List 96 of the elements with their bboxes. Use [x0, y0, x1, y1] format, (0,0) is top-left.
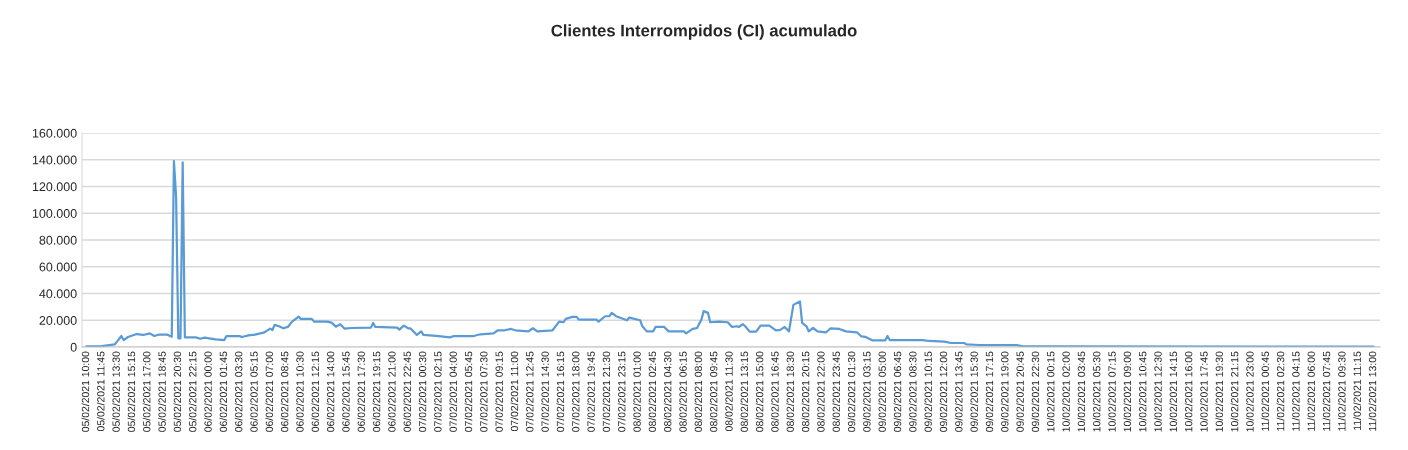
- x-tick-label: 08/02/2021 06:15: [679, 351, 687, 432]
- x-tick-label: 09/02/2021 08:30: [908, 351, 917, 432]
- x-tick-label: 10/02/2021 16:00: [1184, 351, 1193, 432]
- x-tick-label: 07/02/2021 04:00: [449, 351, 457, 432]
- x-tick-label: 07/02/2021 19:45: [587, 351, 595, 432]
- x-tick-label: 07/02/2021 12:45: [525, 351, 534, 432]
- x-tick-label: 10/02/2021 02:00: [1062, 351, 1070, 432]
- y-tick-label: 20.000: [39, 316, 77, 325]
- x-tick-label: 08/02/2021 04:30: [663, 351, 672, 432]
- x-tick-label: 10/02/2021 10:45: [1138, 351, 1147, 432]
- x-tick-label: 08/02/2021 08:00: [694, 351, 703, 432]
- x-tick-label: 10/02/2021 03:45: [1077, 351, 1086, 432]
- x-tick-label: 11/02/2021 11:15: [1353, 351, 1361, 430]
- y-tick-label: 160.000: [32, 128, 77, 138]
- x-tick-label: 07/02/2021 16:15: [556, 351, 565, 432]
- x-tick-label: 07/02/2021 09:15: [495, 351, 503, 432]
- x-tick-label: 11/02/2021 07:45: [1322, 351, 1331, 431]
- x-tick-label: 09/02/2021 01:30: [847, 351, 856, 432]
- x-tick-label: 07/02/2021 23:15: [617, 351, 626, 432]
- x-tick-label: 06/02/2021 22:45: [403, 351, 411, 432]
- x-tick-label: 08/02/2021 11:30: [725, 351, 733, 432]
- x-tick-label: 06/02/2021 21:00: [387, 351, 396, 432]
- x-tick-label: 06/02/2021 19:15: [372, 351, 381, 432]
- x-tick-label: 08/02/2021 01:00: [633, 351, 641, 432]
- x-tick-label: 08/02/2021 23:45: [832, 351, 840, 432]
- x-tick-label: 10/02/2021 05:30: [1092, 351, 1101, 432]
- x-tick-label: 06/02/2021 03:30: [234, 351, 243, 432]
- x-tick-label: 09/02/2021 19:00: [1000, 351, 1009, 432]
- x-tick-label: 09/02/2021 20:45: [1016, 351, 1024, 432]
- x-tick-label: 09/02/2021 15:30: [970, 351, 978, 432]
- x-tick-label: 10/02/2021 19:30: [1215, 351, 1224, 432]
- x-tick-label: 05/02/2021 17:00: [142, 351, 151, 432]
- x-tick-label: 06/02/2021 17:30: [357, 351, 365, 432]
- x-tick-label: 07/02/2021 07:30: [479, 351, 488, 432]
- x-tick-label: 05/02/2021 10:00: [81, 351, 90, 432]
- x-tick-label: 09/02/2021 17:15: [985, 351, 994, 432]
- y-tick-label: 40.000: [39, 289, 77, 299]
- x-tick-label: 08/02/2021 20:15: [801, 351, 810, 432]
- x-tick-label: 08/02/2021 09:45: [709, 351, 718, 432]
- x-tick-label: 08/02/2021 13:15: [740, 351, 749, 432]
- x-tick-label: 07/02/2021 02:15: [433, 351, 442, 432]
- x-tick-label: 09/02/2021 10:15: [924, 351, 932, 432]
- line-series: [85, 159, 1375, 347]
- y-tick-label: 80.000: [39, 235, 77, 245]
- x-tick-label: 08/02/2021 16:45: [771, 351, 779, 432]
- y-tick-label: 60.000: [39, 262, 77, 272]
- x-tick-label: 10/02/2021 12:30: [1154, 351, 1162, 432]
- x-tick-label: 05/02/2021 13:30: [112, 351, 120, 432]
- x-tick-label: 09/02/2021 22:30: [1031, 351, 1040, 432]
- x-tick-label: 05/02/2021 11:45: [96, 351, 105, 432]
- x-tick-label: 07/02/2021 05:45: [464, 351, 473, 432]
- x-tick-label: 05/02/2021 15:15: [127, 351, 136, 432]
- x-tick-label: 09/02/2021 03:15: [862, 351, 871, 432]
- x-tick-label: 09/02/2021 12:00: [939, 351, 948, 432]
- x-tick-label: 08/02/2021 22:00: [816, 351, 825, 432]
- x-tick-label: 11/02/2021 09:30: [1337, 351, 1346, 431]
- x-tick-label: 07/02/2021 11:00: [510, 351, 519, 432]
- x-tick-label: 11/02/2021 02:30: [1276, 351, 1285, 431]
- x-tick-label: 07/02/2021 21:30: [602, 351, 611, 432]
- x-tick-label: 11/02/2021 04:15: [1291, 351, 1300, 431]
- x-tick-label: 09/02/2021 13:45: [954, 351, 963, 432]
- y-tick-label: 120.000: [32, 182, 77, 192]
- x-tick-label: 11/02/2021 06:00: [1307, 351, 1315, 431]
- x-tick-label: 06/02/2021 08:45: [280, 351, 289, 432]
- y-tick-label: 0: [70, 342, 77, 352]
- x-tick-label: 09/02/2021 06:45: [893, 351, 902, 432]
- x-tick-label: 06/02/2021 12:15: [311, 351, 320, 432]
- x-tick-label: 06/02/2021 10:30: [296, 351, 304, 432]
- x-tick-label: 07/02/2021 18:00: [571, 351, 580, 432]
- x-tick-label: 08/02/2021 15:00: [755, 351, 764, 432]
- x-tick-label: 06/02/2021 01:45: [219, 351, 228, 432]
- x-tick-label: 07/02/2021 14:30: [541, 351, 549, 432]
- x-tick-label: 06/02/2021 05:15: [250, 351, 258, 432]
- x-tick-label: 11/02/2021 00:45: [1261, 351, 1269, 431]
- x-tick-label: 05/02/2021 18:45: [158, 351, 166, 432]
- x-tick-label: 10/02/2021 21:15: [1230, 351, 1239, 432]
- x-tick-label: 10/02/2021 14:15: [1169, 351, 1178, 432]
- x-tick-label: 09/02/2021 05:00: [878, 351, 886, 432]
- x-tick-label: 10/02/2021 17:45: [1200, 351, 1208, 432]
- x-tick-label: 06/02/2021 15:45: [342, 351, 350, 432]
- y-tick-label: 100.000: [32, 209, 77, 218]
- chart-title: Clientes Interrompidos (CI) acumulado: [551, 24, 857, 40]
- x-tick-label: 05/02/2021 20:30: [173, 351, 182, 432]
- x-tick-label: 10/02/2021 07:15: [1108, 351, 1116, 432]
- y-tick-label: 140.000: [32, 155, 77, 165]
- x-tick-label: 07/02/2021 00:30: [418, 351, 427, 432]
- x-tick-label: 08/02/2021 02:45: [648, 351, 657, 432]
- x-tick-label: 10/02/2021 23:00: [1246, 351, 1254, 432]
- x-tick-label: 06/02/2021 00:00: [204, 351, 212, 432]
- x-tick-label: 06/02/2021 14:00: [326, 351, 335, 432]
- x-tick-label: 10/02/2021 09:00: [1123, 351, 1132, 432]
- x-tick-label: 11/02/2021 13:00: [1368, 351, 1377, 431]
- x-tick-label: 10/02/2021 00:15: [1046, 351, 1055, 432]
- x-tick-label: 06/02/2021 07:00: [265, 351, 274, 432]
- x-tick-label: 08/02/2021 18:30: [786, 351, 794, 432]
- x-tick-label: 05/02/2021 22:15: [188, 351, 197, 432]
